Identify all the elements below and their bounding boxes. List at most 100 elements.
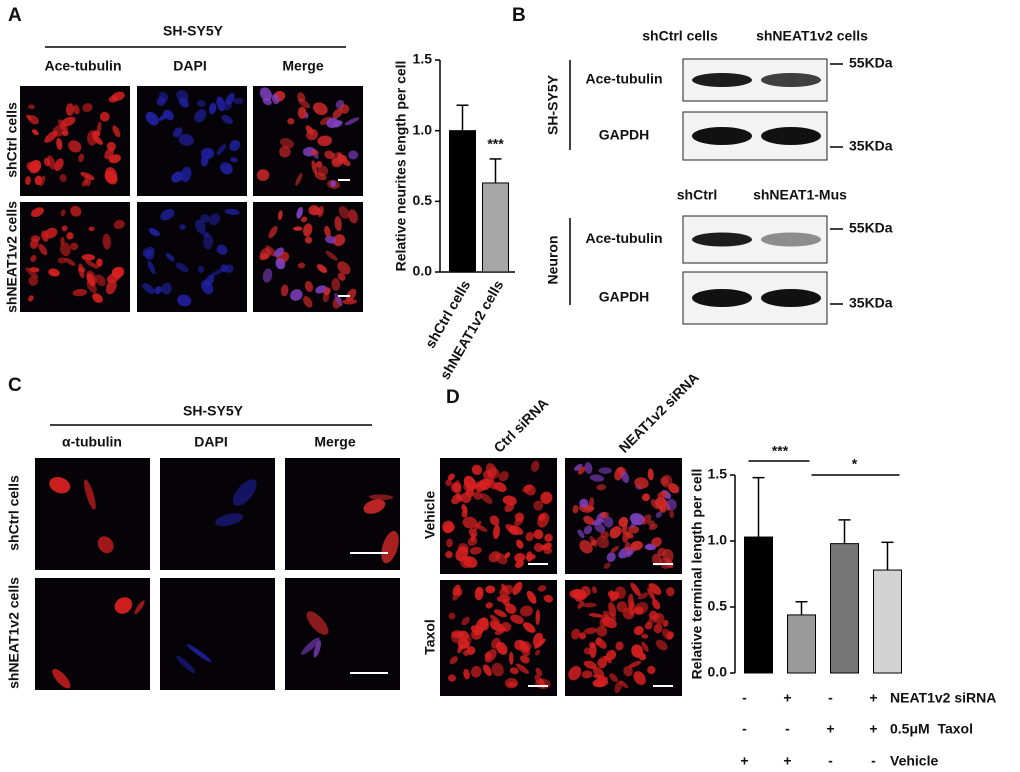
- cell: [302, 223, 313, 237]
- cell: [225, 93, 235, 105]
- y-tick-label: 1.0: [413, 121, 433, 137]
- band: [692, 232, 752, 247]
- cell: [204, 274, 215, 287]
- cell: [28, 295, 34, 302]
- cell: [579, 498, 589, 508]
- cell: [582, 602, 597, 608]
- cell: [313, 640, 321, 658]
- cell: [657, 491, 668, 499]
- row-label: shCtrl cells: [6, 475, 22, 551]
- cell: [461, 504, 468, 514]
- band: [692, 289, 752, 307]
- cell: [274, 247, 284, 257]
- cell: [600, 511, 609, 519]
- cell: [30, 255, 37, 262]
- cell: [633, 671, 646, 686]
- cell: [494, 482, 507, 493]
- cell: [25, 267, 39, 279]
- cell: [489, 614, 500, 624]
- cell: [300, 216, 308, 223]
- cell: [306, 611, 329, 635]
- marker-label: 35KDa: [849, 138, 893, 154]
- condition-sign: +: [783, 753, 791, 769]
- cell: [49, 476, 71, 494]
- cell: [519, 605, 533, 617]
- cell: [485, 602, 493, 609]
- cell: [208, 213, 221, 226]
- cell: [491, 662, 504, 677]
- cell: [624, 541, 631, 552]
- cell: [332, 234, 346, 247]
- micrograph: [285, 578, 400, 690]
- cell: [600, 530, 609, 539]
- cell: [80, 171, 95, 181]
- cell: [70, 205, 82, 217]
- cell: [470, 665, 482, 678]
- condition-sign: -: [828, 690, 833, 706]
- cell: [574, 464, 583, 471]
- cell: [496, 594, 511, 603]
- cell: [176, 655, 196, 674]
- cell: [526, 551, 533, 562]
- cell: [622, 530, 630, 543]
- cell: [180, 166, 192, 183]
- cell: [296, 206, 303, 219]
- cell: [92, 293, 103, 303]
- cell: [297, 106, 307, 119]
- cell: [666, 498, 677, 511]
- cell: [163, 109, 175, 121]
- cell: [84, 479, 96, 510]
- cell: [630, 517, 640, 528]
- cell: [577, 601, 585, 609]
- cell: [630, 582, 641, 597]
- cell: [337, 152, 344, 164]
- cell: [533, 500, 544, 511]
- cell: [105, 279, 117, 295]
- cell: [491, 637, 501, 649]
- cell: [621, 471, 630, 484]
- cell: [455, 494, 463, 502]
- cell: [516, 539, 524, 549]
- cell: [230, 157, 238, 163]
- cell: [460, 492, 472, 504]
- cell: [544, 533, 553, 543]
- cell: [596, 484, 607, 491]
- cell: [579, 540, 593, 554]
- lane-label: shCtrl: [677, 187, 717, 203]
- cell: [224, 208, 240, 216]
- y-tick-label: 0.0: [413, 263, 433, 279]
- cell: [463, 475, 477, 491]
- cell: [271, 93, 280, 105]
- cell: [583, 515, 595, 525]
- micrograph: [137, 202, 247, 312]
- cell: [588, 641, 596, 649]
- cell: [616, 601, 628, 613]
- cell: [630, 540, 644, 551]
- cell: [501, 583, 509, 594]
- micrograph: [253, 202, 363, 312]
- cell: [99, 111, 110, 122]
- cell: [88, 226, 95, 232]
- marker-label: 55KDa: [849, 220, 893, 236]
- cell: [596, 536, 610, 549]
- condition-sign: -: [828, 753, 833, 769]
- cell: [661, 628, 673, 641]
- cell: [589, 474, 605, 482]
- cell: [331, 277, 341, 291]
- cell: [325, 250, 338, 261]
- cell: [594, 523, 606, 533]
- condition-sign: +: [869, 690, 877, 706]
- cell: [44, 131, 58, 143]
- bar: [482, 182, 509, 273]
- panel-title: SH-SY5Y: [163, 23, 224, 39]
- band: [761, 127, 821, 145]
- cell: [457, 543, 469, 553]
- cell: [598, 467, 612, 474]
- cell: [142, 283, 155, 294]
- cell: [509, 651, 514, 665]
- cell: [61, 225, 68, 232]
- cell: [280, 138, 294, 149]
- cell: [44, 157, 51, 167]
- cell: [25, 176, 31, 185]
